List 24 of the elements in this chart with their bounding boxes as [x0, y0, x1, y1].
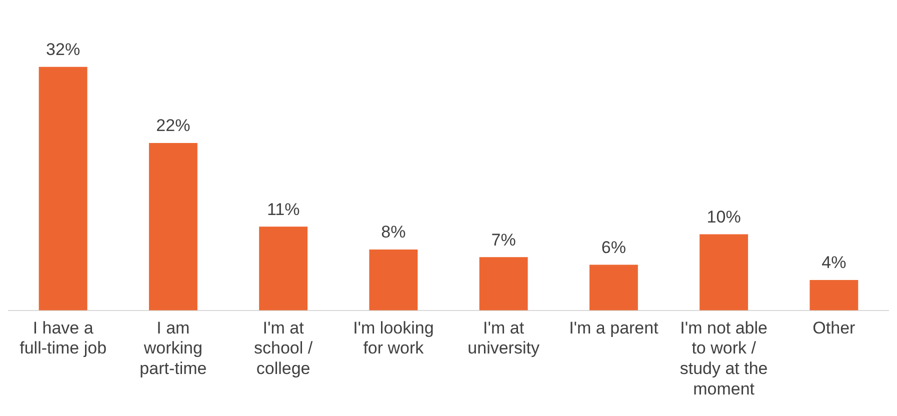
x-tick-label: I have a full-time job	[20, 318, 107, 358]
x-tick-label: I'm a parent	[569, 318, 659, 338]
x-tick-label: I'm at school / college	[254, 318, 313, 378]
bar	[38, 66, 88, 310]
bar	[259, 226, 308, 310]
bar	[700, 234, 748, 310]
data-label: 11%	[266, 200, 300, 219]
x-tick-label: I am working part-time	[140, 318, 207, 378]
x-tick-label: I'm at university	[468, 318, 540, 358]
x-tick-label: I'm not able to work / study at the moment	[680, 318, 768, 398]
data-label: 32%	[46, 40, 80, 60]
bar	[810, 280, 858, 310]
data-label: 4%	[822, 253, 846, 272]
x-tick-label: I'm looking for work	[353, 318, 434, 358]
bar	[148, 142, 198, 310]
data-label: 22%	[156, 116, 190, 136]
bar	[589, 264, 638, 310]
data-label: 6%	[601, 238, 626, 257]
x-tick-label: Other	[812, 318, 856, 338]
bar	[479, 257, 528, 310]
data-label: 7%	[491, 230, 516, 250]
data-label: 10%	[706, 207, 741, 226]
bar	[369, 250, 418, 310]
data-label: 8%	[381, 222, 406, 242]
